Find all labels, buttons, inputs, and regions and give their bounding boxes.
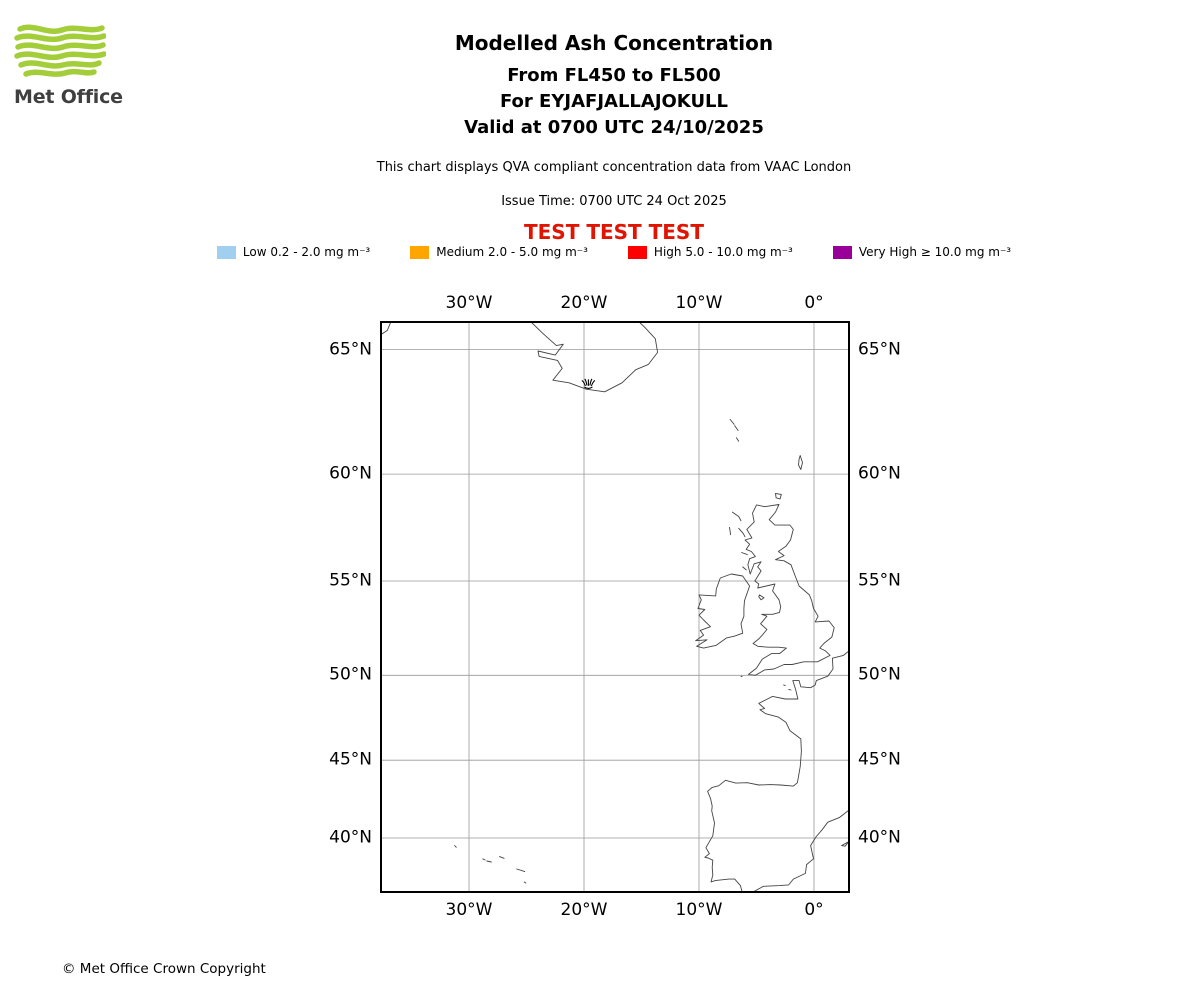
longitude-label-bottom: 20°W (560, 900, 608, 920)
met-office-logo-text: Met Office (14, 86, 123, 108)
coastline-iberia-mediterranean (752, 809, 849, 892)
latitude-label-right: 40°N (858, 827, 901, 848)
coastline-azores-flores (454, 845, 457, 848)
legend-label: Low 0.2 - 2.0 mg m⁻³ (242, 245, 371, 259)
legend-swatch (832, 245, 852, 259)
coastline-channel-island-2 (788, 688, 792, 691)
copyright-notice: © Met Office Crown Copyright (62, 961, 266, 977)
logo-wave-icon (23, 68, 97, 77)
logo-wave-icon (17, 24, 105, 34)
latitude-label-left: 50°N (329, 664, 372, 685)
map-canvas (381, 322, 849, 892)
issue-time: Issue Time: 0700 UTC 24 Oct 2025 (501, 194, 727, 209)
legend-swatch (410, 245, 430, 259)
longitude-label-top: 10°W (675, 293, 723, 313)
coastline-continental-europe (704, 650, 849, 892)
latitude-label-right: 45°N (858, 749, 901, 770)
met-office-logo: Met Office (14, 24, 134, 108)
coastline-orkney (775, 492, 782, 500)
coastline-mallorca (841, 841, 849, 847)
subtitle-volcano-name: For EYJAFJALLAJOKULL (499, 91, 728, 112)
coastline-skye (738, 527, 746, 538)
legend-label: Medium 2.0 - 5.0 mg m⁻³ (436, 245, 588, 259)
coastline-faroe-3 (735, 437, 740, 442)
legend-item: High 5.0 - 10.0 mg m⁻³ (627, 245, 793, 259)
coastline-greenland-fragment (381, 322, 392, 336)
volcano-glyph (581, 378, 596, 389)
coastline-faroe-2 (734, 425, 739, 431)
coastline-iceland (530, 322, 659, 393)
latitude-label-right: 65°N (858, 339, 901, 360)
longitude-label-top: 0° (804, 293, 824, 313)
coastline-mull (741, 552, 748, 556)
latitude-label-left: 60°N (329, 463, 372, 484)
legend-label: Very High ≥ 10.0 mg m⁻³ (858, 245, 1012, 259)
coastline-azores-pico (486, 860, 492, 863)
legend-item: Medium 2.0 - 5.0 mg m⁻³ (410, 245, 588, 259)
coastline-shetland (798, 455, 803, 470)
longitude-label-top: 20°W (560, 293, 608, 313)
coastline-azores-faial (482, 858, 486, 861)
legend-swatch (627, 245, 647, 259)
longitude-label-bottom: 0° (804, 900, 824, 920)
latitude-label-left: 45°N (329, 749, 372, 770)
subtitle-flight-levels: From FL450 to FL500 (507, 65, 721, 86)
legend-item: Low 0.2 - 2.0 mg m⁻³ (216, 245, 371, 259)
longitude-label-bottom: 10°W (675, 900, 723, 920)
concentration-legend: Low 0.2 - 2.0 mg m⁻³ Medium 2.0 - 5.0 mg … (28, 245, 1200, 259)
logo-wave-icon (14, 51, 106, 61)
header: Modelled Ash Concentration From FL450 to… (28, 30, 1200, 244)
coastline-faroe-1 (729, 418, 735, 425)
met-office-logo-waves-icon (14, 24, 106, 77)
coastline-azores-sao-miguel (516, 868, 526, 873)
logo-wave-icon (14, 33, 106, 43)
longitude-label-bottom: 30°W (445, 900, 493, 920)
coastline-isle-of-man (758, 594, 765, 601)
map-plot-area: 30°W 30°W 20°W 20°W 10°W 10°W 0° 0° 65°N 65°N 60°N… (329, 293, 901, 920)
page-title: Modelled Ash Concentration (454, 31, 774, 55)
longitude-label-top: 30°W (445, 293, 493, 313)
latitude-label-right: 55°N (858, 570, 901, 591)
latitude-label-right: 60°N (858, 463, 901, 484)
logo-wave-icon (18, 60, 102, 69)
qva-note: This chart displays QVA compliant concen… (376, 160, 852, 175)
legend-item: Very High ≥ 10.0 mg m⁻³ (832, 245, 1012, 259)
latitude-label-left: 40°N (329, 827, 372, 848)
latitude-label-left: 65°N (329, 339, 372, 360)
coastline-scilly (740, 675, 743, 678)
coastline-uist (729, 526, 732, 536)
test-banner: TEST TEST TEST (524, 220, 704, 244)
map-border (381, 322, 849, 892)
volcano-symbol-icon (581, 378, 596, 389)
legend-label: High 5.0 - 10.0 mg m⁻³ (653, 245, 793, 259)
coastline-lewis (731, 511, 742, 522)
coastline-azores-terceira (499, 856, 505, 859)
legend-swatch (216, 245, 236, 259)
latitude-label-left: 55°N (329, 570, 372, 591)
logo-wave-icon (15, 42, 106, 52)
coastline-islay (742, 566, 747, 571)
subtitle-valid-time: Valid at 0700 UTC 24/10/2025 (464, 117, 764, 138)
coastline-great-britain (744, 504, 835, 676)
coastline-channel-island-1 (783, 684, 786, 687)
coastline-ireland (695, 573, 751, 649)
coastline-azores-santa-maria (523, 881, 527, 884)
latitude-label-right: 50°N (858, 664, 901, 685)
